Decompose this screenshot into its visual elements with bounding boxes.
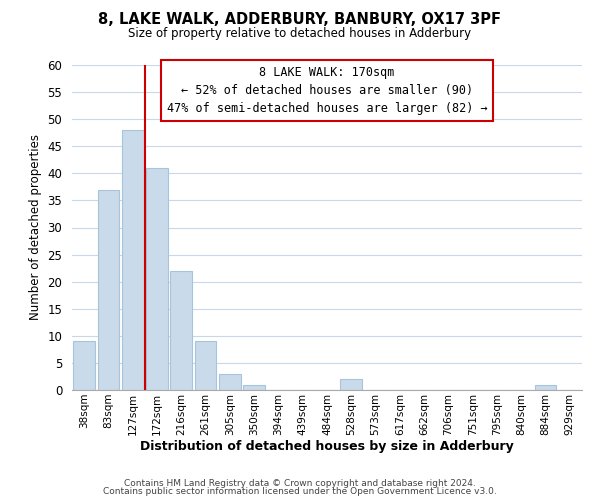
Text: Contains HM Land Registry data © Crown copyright and database right 2024.: Contains HM Land Registry data © Crown c… bbox=[124, 478, 476, 488]
Y-axis label: Number of detached properties: Number of detached properties bbox=[29, 134, 42, 320]
Bar bbox=[194, 341, 217, 390]
Bar bbox=[73, 341, 95, 390]
Bar bbox=[243, 384, 265, 390]
X-axis label: Distribution of detached houses by size in Adderbury: Distribution of detached houses by size … bbox=[140, 440, 514, 454]
Bar bbox=[146, 168, 168, 390]
Text: Contains public sector information licensed under the Open Government Licence v3: Contains public sector information licen… bbox=[103, 487, 497, 496]
Bar bbox=[535, 384, 556, 390]
Bar bbox=[170, 271, 192, 390]
Text: 8 LAKE WALK: 170sqm
← 52% of detached houses are smaller (90)
47% of semi-detach: 8 LAKE WALK: 170sqm ← 52% of detached ho… bbox=[167, 66, 487, 114]
Bar bbox=[340, 379, 362, 390]
Bar bbox=[122, 130, 143, 390]
Bar bbox=[97, 190, 119, 390]
Bar bbox=[219, 374, 241, 390]
Text: Size of property relative to detached houses in Adderbury: Size of property relative to detached ho… bbox=[128, 28, 472, 40]
Text: 8, LAKE WALK, ADDERBURY, BANBURY, OX17 3PF: 8, LAKE WALK, ADDERBURY, BANBURY, OX17 3… bbox=[98, 12, 502, 28]
